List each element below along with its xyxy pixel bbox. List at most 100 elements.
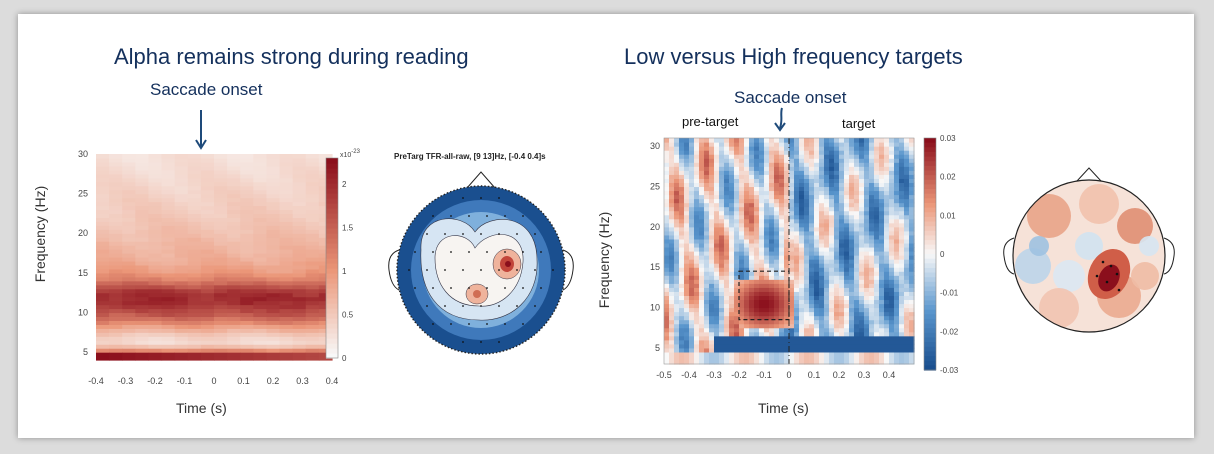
heatmap-cell: [227, 356, 241, 361]
heatmap-cell: [669, 287, 675, 292]
heatmap-cell: [664, 162, 670, 167]
heatmap-cell: [849, 359, 855, 365]
heatmap-cell: [769, 158, 775, 163]
heatmap-cell: [664, 299, 670, 305]
heatmap-cell: [764, 355, 770, 361]
highlight-box: [738, 270, 790, 321]
heatmap-cell: [109, 193, 123, 199]
heatmap-cell: [904, 355, 910, 361]
heatmap-cell: [824, 154, 830, 159]
heatmap-cell: [849, 146, 855, 151]
heatmap-cell: [719, 150, 725, 155]
heatmap-cell: [699, 138, 705, 143]
heatmap-cell: [694, 335, 700, 341]
heatmap-cell: [679, 142, 685, 147]
heatmap-cell: [899, 234, 905, 240]
heatmap-cell: [240, 352, 254, 357]
heatmap-cell: [799, 226, 805, 232]
heatmap-cell: [779, 295, 785, 301]
heatmap-cell: [839, 343, 845, 349]
heatmap-cell: [799, 142, 805, 147]
y-tick-label: 20: [650, 222, 660, 232]
heatmap-cell: [814, 166, 820, 171]
heatmap-cell: [724, 174, 730, 179]
heatmap-cell: [904, 315, 910, 321]
heatmap-cell: [754, 226, 760, 232]
heatmap-cell: [734, 303, 740, 309]
heatmap-cell: [719, 331, 725, 337]
heatmap-cell: [674, 190, 680, 196]
heatmap-cell: [734, 166, 740, 171]
heatmap-cell: [889, 214, 895, 220]
heatmap-cell: [109, 177, 123, 183]
heatmap-cell: [894, 166, 900, 171]
heatmap-cell: [744, 238, 750, 244]
heatmap-cell: [899, 238, 905, 244]
colorbar-segment: [924, 161, 936, 167]
heatmap-cell: [769, 234, 775, 240]
heatmap-cell: [779, 238, 785, 244]
heatmap-cell: [864, 299, 870, 305]
heatmap-cell: [174, 332, 189, 337]
heatmap-cell: [109, 260, 123, 266]
heatmap-cell: [305, 320, 320, 325]
heatmap-cell: [253, 177, 268, 183]
heatmap-cell: [889, 339, 895, 345]
heatmap-cell: [764, 150, 770, 155]
heatmap-cell: [894, 295, 900, 301]
heatmap-cell: [844, 174, 850, 179]
heatmap-cell: [174, 284, 189, 290]
heatmap-cell: [227, 225, 241, 230]
heatmap-cell: [694, 259, 700, 264]
heatmap-cell: [227, 181, 241, 187]
heatmap-cell: [709, 142, 715, 147]
heatmap-cell: [759, 166, 765, 171]
heatmap-cell: [904, 339, 910, 345]
heatmap-cell: [789, 166, 795, 171]
heatmap-cell: [719, 263, 725, 268]
heatmap-cell: [214, 201, 228, 207]
heatmap-cell: [679, 138, 685, 143]
heatmap-cell: [305, 157, 320, 163]
heatmap-cell: [879, 242, 885, 248]
heatmap-cell: [884, 347, 890, 353]
heatmap-cell: [739, 154, 745, 159]
heatmap-cell: [266, 328, 281, 333]
heatmap-cell: [854, 230, 860, 236]
heatmap-cell: [669, 315, 675, 321]
heatmap-cell: [844, 186, 850, 192]
heatmap-cell: [279, 288, 294, 294]
heatmap-cell: [664, 295, 670, 301]
heatmap-cell: [749, 267, 755, 272]
heatmap-cell: [849, 351, 855, 357]
heatmap-cell: [769, 275, 775, 280]
heatmap-cell: [804, 234, 810, 240]
heatmap-cell: [774, 259, 780, 264]
heatmap-cell: [844, 271, 850, 276]
heatmap-cell: [844, 347, 850, 353]
heatmap-cell: [709, 251, 715, 256]
heatmap-cell: [744, 222, 750, 228]
heatmap-cell: [779, 174, 785, 179]
heatmap-cell: [834, 331, 840, 337]
heatmap-cell: [305, 316, 320, 321]
heatmap-cell: [689, 271, 695, 276]
heatmap-cell: [709, 242, 715, 248]
heatmap-cell: [819, 255, 825, 260]
heatmap-cell: [744, 194, 750, 200]
heatmap-cell: [684, 267, 690, 272]
heatmap-cell: [266, 197, 281, 203]
heatmap-cell: [789, 351, 795, 357]
heatmap-cell: [305, 336, 320, 341]
heatmap-cell: [849, 226, 855, 232]
heatmap-cell: [292, 280, 307, 286]
colorbar-segment: [326, 228, 338, 234]
heatmap-cell: [714, 182, 720, 188]
heatmap-cell: [819, 351, 825, 357]
heatmap-cell: [804, 347, 810, 353]
heatmap-cell: [809, 279, 815, 284]
heatmap-cell: [724, 182, 730, 188]
heatmap-cell: [174, 348, 189, 353]
heatmap-cell: [789, 186, 795, 192]
heatmap-cell: [664, 202, 670, 208]
